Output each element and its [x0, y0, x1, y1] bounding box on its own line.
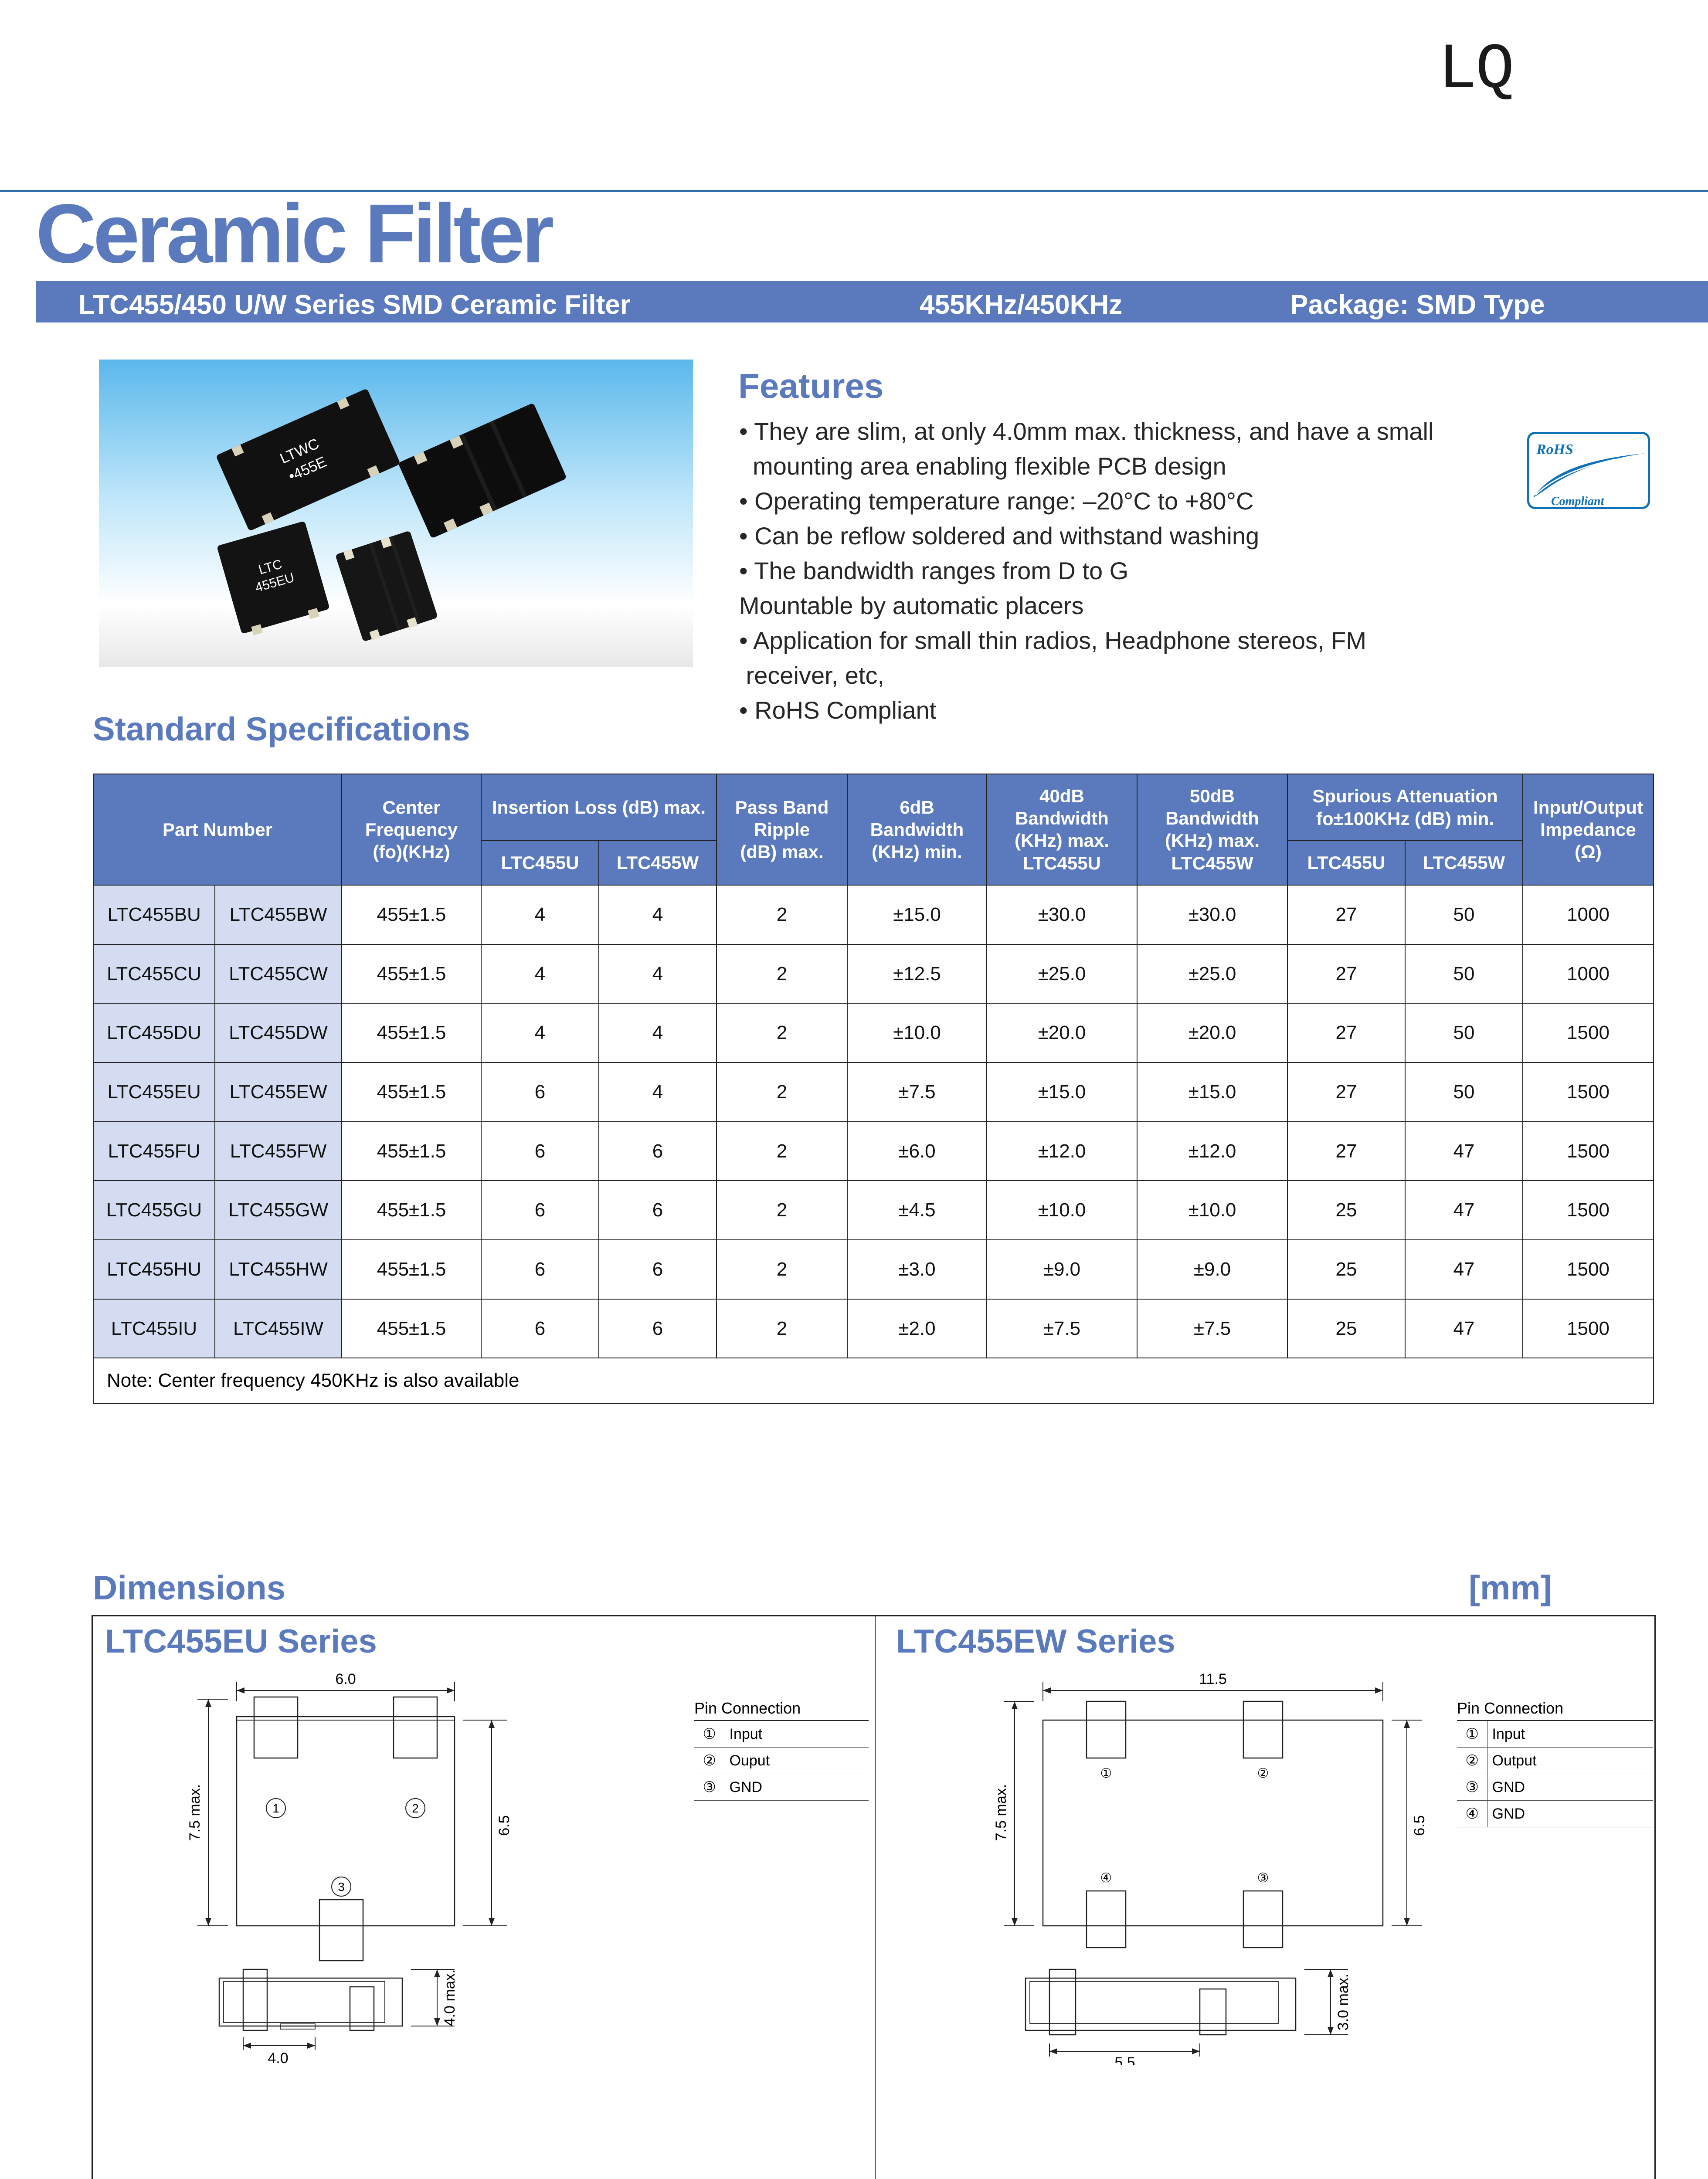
svg-text:6.0: 6.0: [335, 1673, 356, 1687]
svg-text:①: ①: [1100, 1766, 1112, 1781]
svg-text:4.0 max.: 4.0 max.: [441, 1969, 458, 2026]
svg-text:6.5: 6.5: [1411, 1815, 1428, 1836]
svg-text:3: 3: [338, 1880, 345, 1894]
svg-text:2: 2: [412, 1802, 419, 1815]
svg-text:4.0: 4.0: [268, 2050, 288, 2065]
svg-text:7.5 max.: 7.5 max.: [187, 1784, 203, 1841]
svg-text:5.5: 5.5: [1114, 2054, 1135, 2065]
svg-text:1: 1: [272, 1802, 279, 1815]
svg-text:7.5 max.: 7.5 max.: [993, 1784, 1009, 1841]
svg-text:3.0 max.: 3.0 max.: [1335, 1974, 1351, 2030]
svg-text:④: ④: [1100, 1871, 1112, 1885]
svg-text:②: ②: [1257, 1766, 1269, 1781]
svg-text:RoHS: RoHS: [1536, 441, 1573, 458]
svg-text:Compliant: Compliant: [1551, 495, 1605, 508]
svg-text:③: ③: [1257, 1871, 1269, 1885]
svg-text:6.5: 6.5: [496, 1815, 513, 1836]
svg-text:11.5: 11.5: [1199, 1673, 1227, 1687]
